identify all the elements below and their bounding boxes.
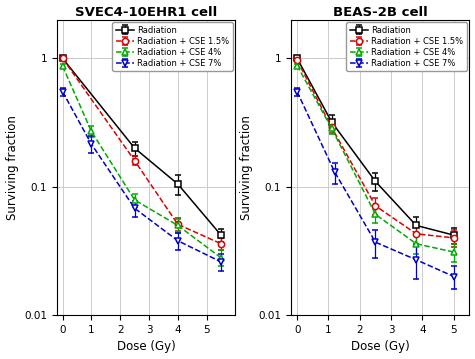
X-axis label: Dose (Gy): Dose (Gy) — [117, 340, 175, 354]
Legend: Radiation, Radiation + CSE 1.5%, Radiation + CSE 4%, Radiation + CSE 7%: Radiation, Radiation + CSE 1.5%, Radiati… — [346, 22, 467, 71]
Title: SVEC4-10EHR1 cell: SVEC4-10EHR1 cell — [75, 5, 217, 19]
X-axis label: Dose (Gy): Dose (Gy) — [351, 340, 409, 354]
Title: BEAS-2B cell: BEAS-2B cell — [333, 5, 428, 19]
Y-axis label: Surviving fraction: Surviving fraction — [6, 115, 19, 220]
Legend: Radiation, Radiation + CSE 1.5%, Radiation + CSE 4%, Radiation + CSE 7%: Radiation, Radiation + CSE 1.5%, Radiati… — [113, 22, 233, 71]
Y-axis label: Surviving fraction: Surviving fraction — [239, 115, 253, 220]
